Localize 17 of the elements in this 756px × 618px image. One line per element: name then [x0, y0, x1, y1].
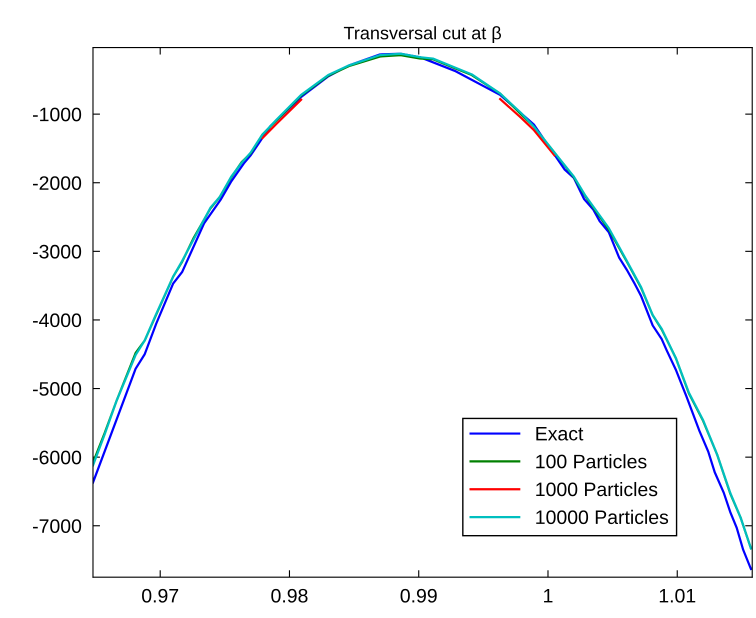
y-tick-label: -4000 [33, 313, 82, 328]
legend-label: 10000 Particles [536, 510, 668, 524]
y-tick-label: -5000 [33, 382, 82, 396]
legend-label: Exact [536, 426, 584, 441]
y-tick-label: -1000 [33, 108, 82, 122]
y-tick-label: -7000 [33, 519, 82, 533]
y-tick-label: -6000 [33, 450, 82, 464]
x-tick-label: 0.97 [142, 588, 178, 603]
x-tick-label: 0.99 [400, 588, 437, 603]
chart-title: Transversal cut at β [344, 26, 502, 43]
legend-label: 100 Particles [536, 454, 646, 468]
y-tick-label: -3000 [33, 244, 82, 259]
x-tick-label: 0.98 [271, 588, 308, 603]
legend-label: 1000 Particles [536, 482, 658, 496]
x-tick-label: 1.01 [660, 588, 696, 603]
x-tick-label: 1 [544, 589, 552, 602]
y-tick-label: -2000 [33, 176, 82, 190]
